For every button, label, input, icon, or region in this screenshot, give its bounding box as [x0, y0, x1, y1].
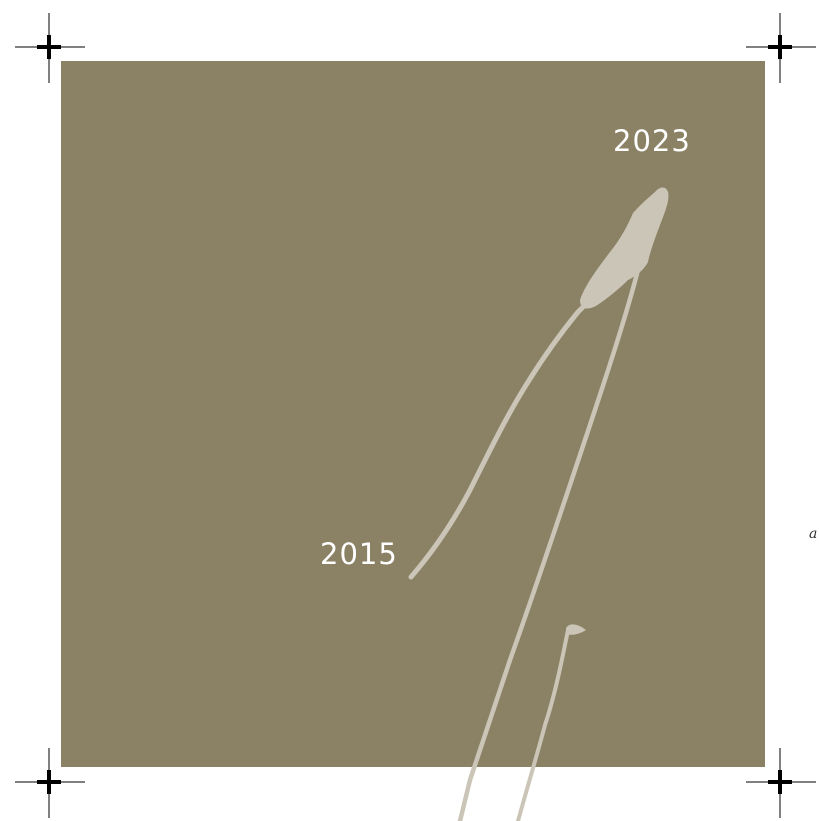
- brush-drip: [566, 624, 586, 635]
- year-label-bottom: 2015: [320, 537, 398, 571]
- background-panel: [61, 61, 765, 767]
- crop-mark-icon: [746, 13, 816, 83]
- year-label-top: 2023: [613, 124, 691, 158]
- edge-text-fragment: a: [809, 526, 818, 542]
- brush-trail-long: [457, 267, 641, 821]
- crop-mark-icon: [15, 13, 85, 83]
- brush-trail-short: [516, 628, 570, 821]
- brush-head: [580, 187, 669, 309]
- crop-mark-icon: [746, 748, 816, 818]
- crop-mark-icon: [15, 748, 85, 818]
- brush-trail-main: [408, 282, 609, 580]
